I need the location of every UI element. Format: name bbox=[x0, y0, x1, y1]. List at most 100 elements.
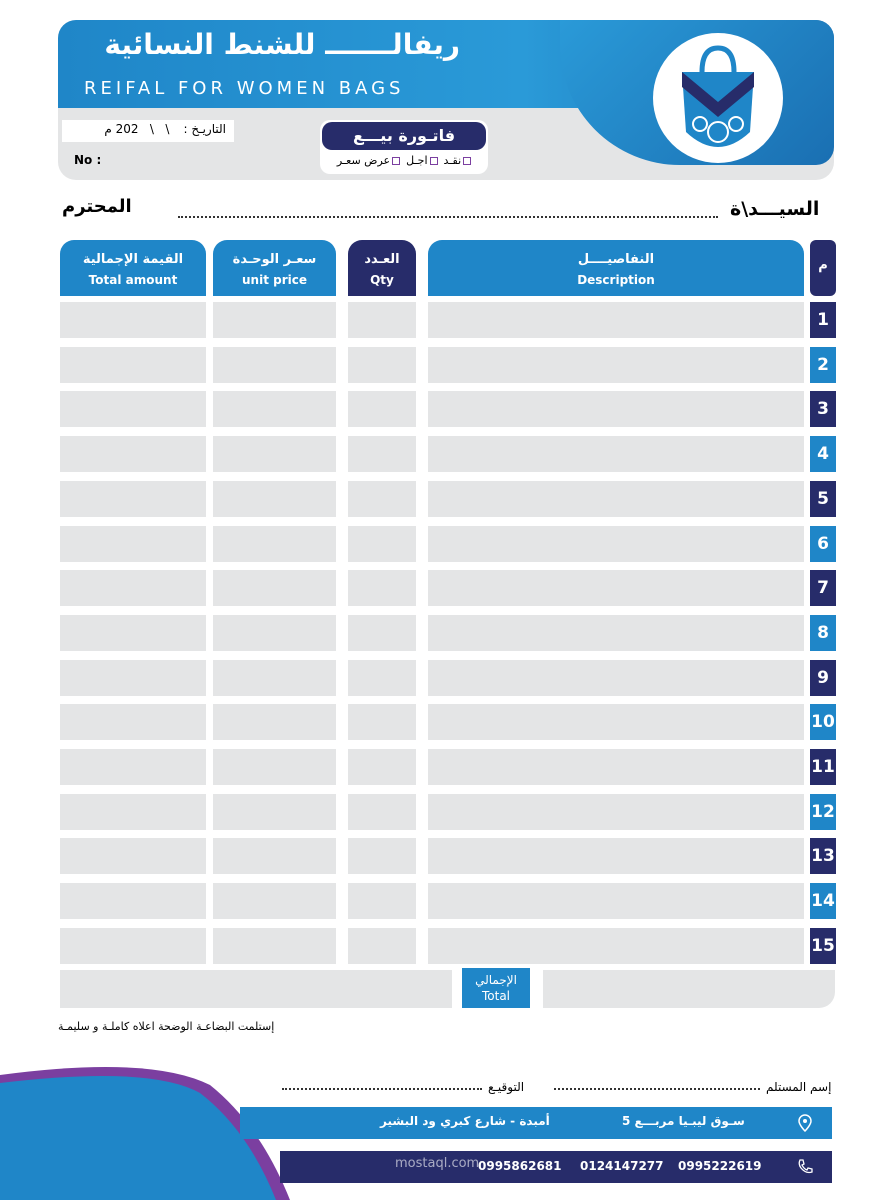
table-cell bbox=[60, 614, 206, 651]
payment-label: عرض سعـر bbox=[336, 154, 391, 167]
checkbox bbox=[429, 156, 438, 165]
table-cell bbox=[60, 525, 206, 562]
table-cell bbox=[348, 883, 416, 920]
row-number: 7 bbox=[810, 570, 836, 607]
phone: 0124147277 bbox=[580, 1159, 664, 1173]
table-cell bbox=[213, 838, 336, 875]
row-number: 9 bbox=[810, 659, 836, 696]
payment-label: اجـل bbox=[406, 154, 428, 167]
column-header: العـدد Qty bbox=[348, 240, 416, 296]
table-cell bbox=[348, 436, 416, 473]
address-bar bbox=[240, 1107, 832, 1139]
table-cell bbox=[348, 480, 416, 517]
header-en: Total amount bbox=[88, 273, 178, 287]
total-value bbox=[60, 970, 452, 1008]
payment-option: نقـد bbox=[444, 154, 472, 167]
phone-icon bbox=[798, 1159, 813, 1174]
table-cell bbox=[213, 570, 336, 607]
table-cell bbox=[213, 793, 336, 830]
row-number: 4 bbox=[810, 436, 836, 473]
row-number: 14 bbox=[810, 883, 836, 920]
date-value: \ \ 202 م bbox=[104, 122, 170, 136]
table-cell bbox=[428, 525, 804, 562]
column-header: القيمة الإجمالية Total amount bbox=[60, 240, 206, 296]
customer-suffix: المحترم bbox=[62, 196, 132, 217]
total-en: Total bbox=[481, 989, 511, 1003]
payment-options: نقـد اجـل عرض سعـر bbox=[322, 154, 486, 167]
signature-line bbox=[282, 1082, 482, 1090]
table-cell bbox=[348, 614, 416, 651]
table-cell bbox=[213, 927, 336, 964]
payment-option: اجـل bbox=[406, 154, 438, 167]
no-label: No : bbox=[74, 153, 102, 167]
checkbox bbox=[392, 156, 401, 165]
total-spacer bbox=[543, 970, 835, 1008]
table-cell bbox=[348, 749, 416, 785]
date-field: التاريـخ : \ \ 202 م bbox=[62, 120, 234, 142]
phone: 0995862681 bbox=[478, 1159, 562, 1173]
table-cell bbox=[428, 570, 804, 607]
table-cell bbox=[428, 793, 804, 830]
payment-label: نقـد bbox=[443, 154, 462, 167]
table-cell bbox=[428, 302, 804, 338]
row-number: 11 bbox=[810, 749, 836, 785]
header-en: Description bbox=[577, 273, 655, 287]
table-cell bbox=[213, 883, 336, 920]
table-cell bbox=[213, 704, 336, 741]
row-number: 5 bbox=[810, 480, 836, 517]
table-cell bbox=[348, 391, 416, 428]
table-cell bbox=[428, 659, 804, 696]
header-ar: سعـر الوحـدة bbox=[232, 252, 317, 267]
row-number: 3 bbox=[810, 391, 836, 428]
payment-option: عرض سعـر bbox=[336, 154, 401, 167]
total-label: الإجمالي Total bbox=[462, 968, 530, 1008]
location-icon bbox=[798, 1114, 812, 1132]
table-cell bbox=[60, 927, 206, 964]
table-cell bbox=[348, 346, 416, 383]
signature-label: التوقيـع bbox=[488, 1080, 525, 1094]
table-cell bbox=[60, 436, 206, 473]
row-number: 12 bbox=[810, 793, 836, 830]
row-number: 6 bbox=[810, 525, 836, 562]
logo bbox=[653, 33, 783, 163]
invoice-title: فاتـورة بيـــع bbox=[322, 122, 486, 150]
table-cell bbox=[60, 749, 206, 785]
table-cell bbox=[213, 525, 336, 562]
table-cell bbox=[348, 570, 416, 607]
title-ar: ريفالـــــــ للشنط النسائية bbox=[104, 28, 460, 61]
table-cell bbox=[60, 570, 206, 607]
receipt-note: إستلمت البضاعـة الوضحة اعلاه كاملـة و سل… bbox=[58, 1020, 275, 1033]
table-cell bbox=[213, 480, 336, 517]
table-cell bbox=[60, 480, 206, 517]
phone-bar bbox=[280, 1151, 832, 1183]
table-cell bbox=[60, 883, 206, 920]
receiver-line bbox=[554, 1082, 760, 1090]
table-cell bbox=[348, 302, 416, 338]
column-header: النفاصيــــل Description bbox=[428, 240, 804, 296]
table-cell bbox=[428, 480, 804, 517]
header-ar: العـدد bbox=[364, 252, 400, 267]
table-cell bbox=[213, 659, 336, 696]
table-cell bbox=[60, 704, 206, 741]
column-header: م bbox=[810, 240, 836, 296]
phone: 0995222619 bbox=[678, 1159, 762, 1173]
table-cell bbox=[60, 659, 206, 696]
header-en: Qty bbox=[370, 273, 394, 287]
table-cell bbox=[348, 659, 416, 696]
table-cell bbox=[428, 704, 804, 741]
table-cell bbox=[348, 704, 416, 741]
table-cell bbox=[60, 302, 206, 338]
table-cell bbox=[213, 436, 336, 473]
date-label: التاريـخ : bbox=[183, 122, 226, 136]
header-ar: النفاصيــــل bbox=[577, 252, 655, 267]
row-number: 8 bbox=[810, 614, 836, 651]
table-cell bbox=[348, 525, 416, 562]
header-en: unit price bbox=[242, 273, 307, 287]
customer-line bbox=[178, 204, 718, 218]
customer-label: السيـــد\ة bbox=[730, 198, 820, 220]
row-number: 13 bbox=[810, 838, 836, 875]
table-cell bbox=[428, 749, 804, 785]
title-en: REIFAL FOR WOMEN BAGS bbox=[84, 78, 405, 99]
column-header: سعـر الوحـدة unit price bbox=[213, 240, 336, 296]
